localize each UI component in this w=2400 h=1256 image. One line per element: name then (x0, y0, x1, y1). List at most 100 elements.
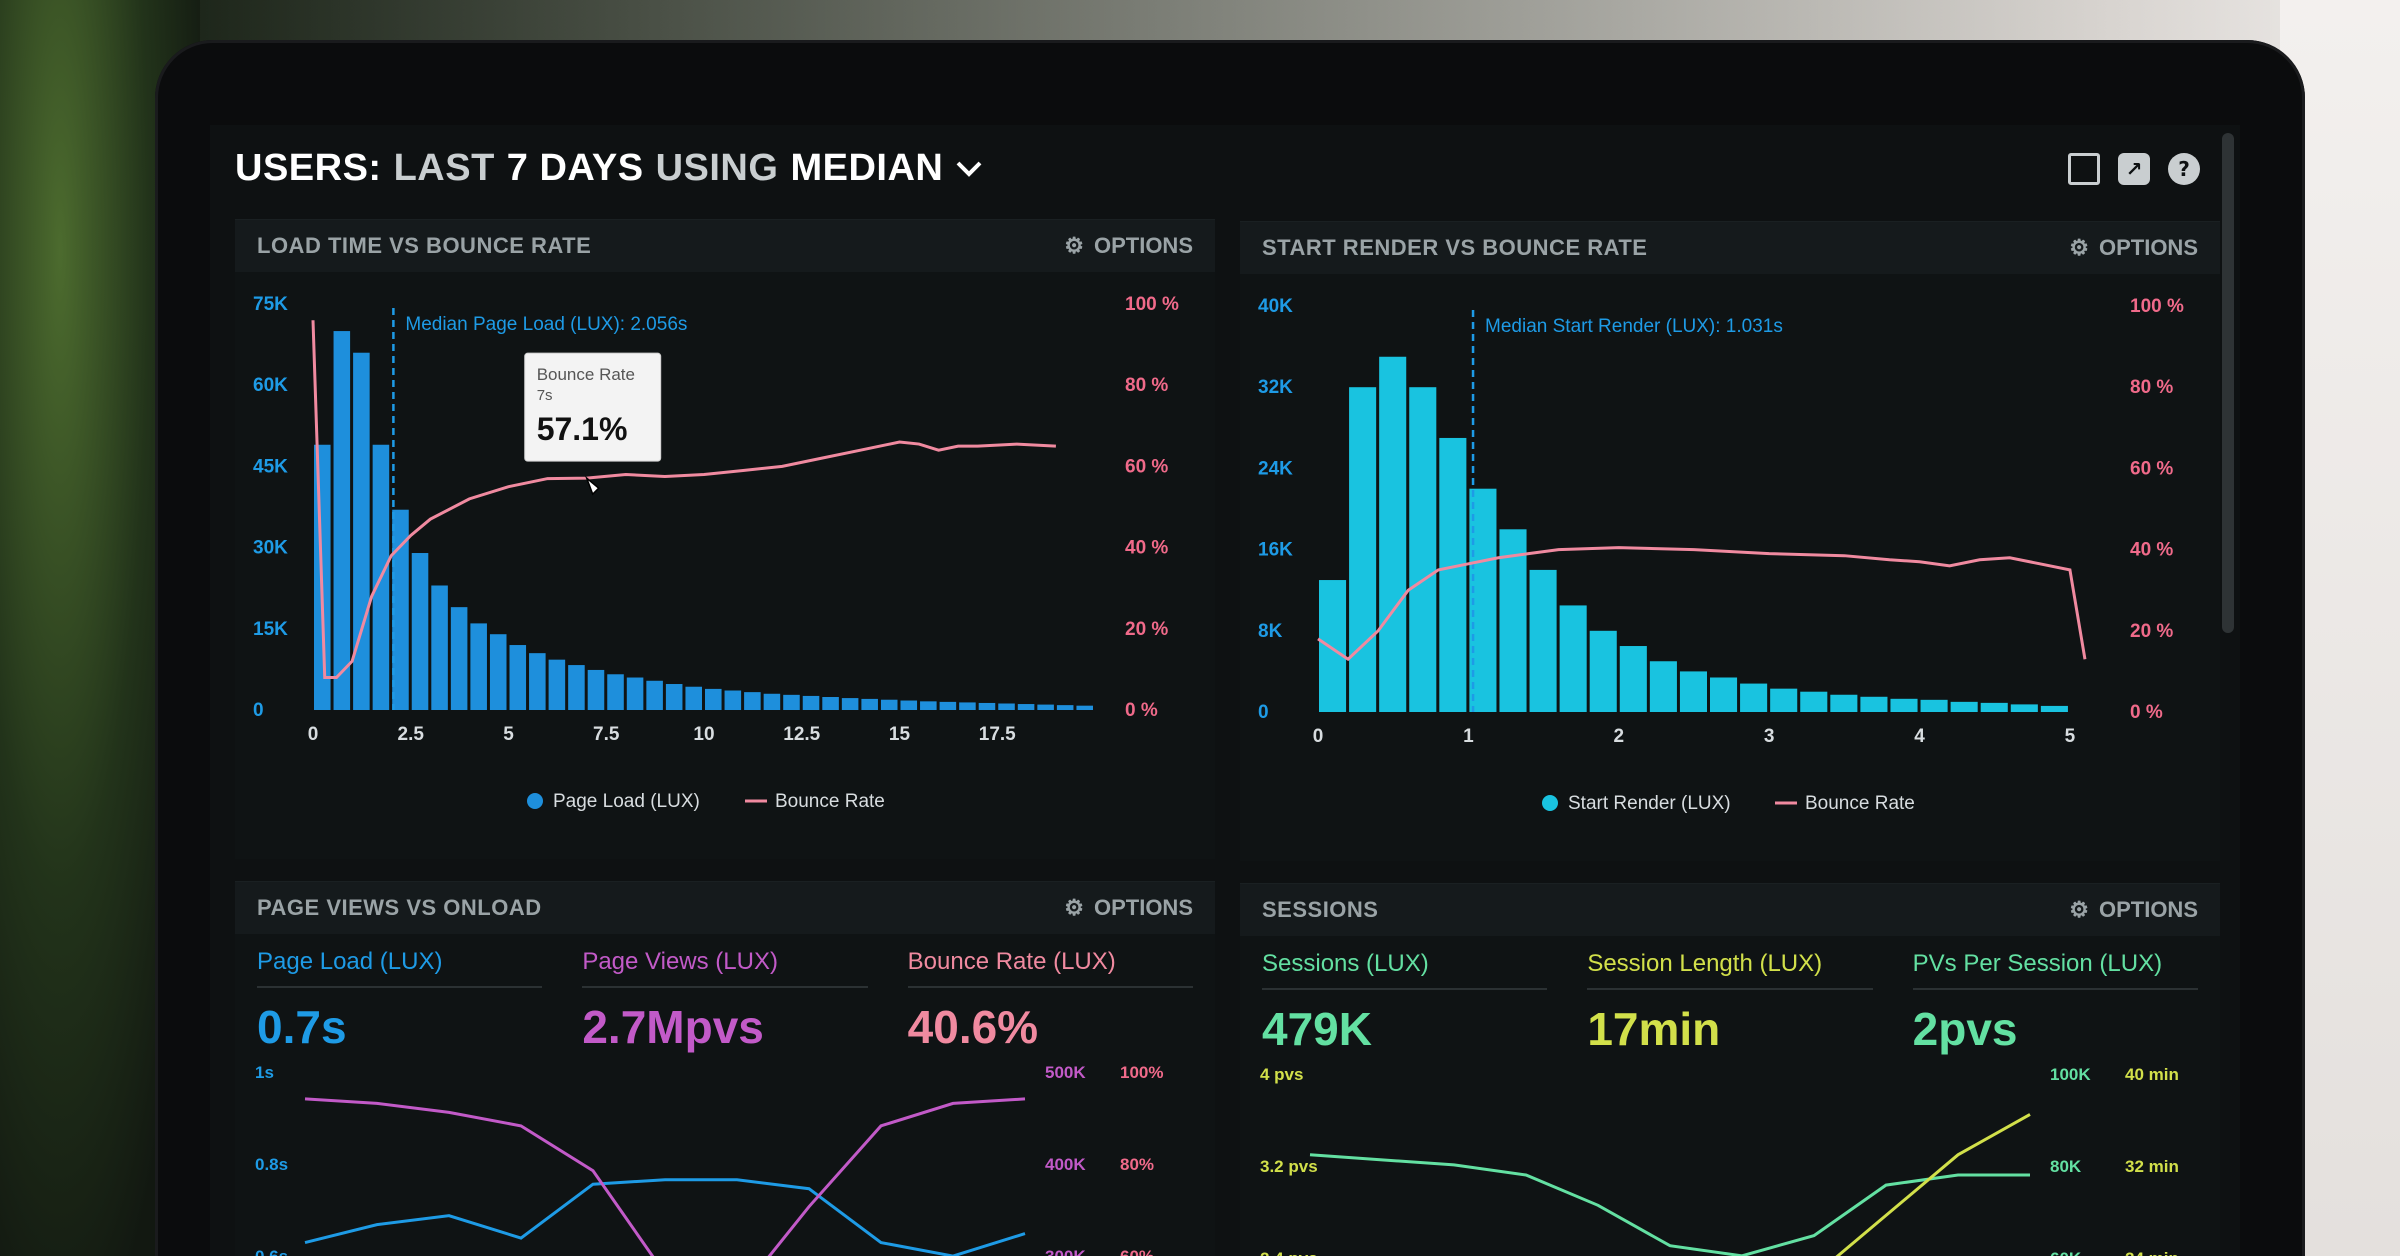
top-icons: ↗ ? (2068, 153, 2200, 185)
series-line (1309, 1153, 2030, 1256)
y-tick-label: 24K (1258, 458, 1293, 479)
histogram-bar (1830, 694, 1858, 712)
histogram-bar (685, 686, 702, 710)
histogram-bar (548, 659, 566, 710)
histogram-bar (431, 585, 448, 710)
metric-label: PVs Per Session (LUX) (1912, 950, 2198, 990)
monitor-icon[interactable] (2068, 153, 2100, 185)
metric-label: Bounce Rate (LUX) (907, 948, 1193, 988)
metric-page-load[interactable]: Page Load (LUX) 0.7s (257, 948, 543, 1054)
x-tick-label: 0 (1313, 726, 1324, 747)
metric-row: Page Load (LUX) 0.7s Page Views (LUX) 2.… (235, 934, 1215, 1054)
title-median: MEDIAN (790, 147, 944, 189)
y-tick-label: 4 pvs (1260, 1065, 1303, 1084)
x-tick-label: 1 (1463, 726, 1474, 747)
histogram-bar (1349, 387, 1377, 712)
histogram-bar (1439, 437, 1467, 712)
y2-tick-label: 100 % (2130, 296, 2184, 317)
y2-tick-label: 400K (1045, 1155, 1086, 1174)
y2-tick-label: 60 % (2130, 458, 2173, 479)
y2-tick-label: 300K (1045, 1247, 1086, 1256)
cursor-icon (585, 475, 600, 496)
histogram-bar (392, 509, 409, 710)
y2-tick-label: 0 % (2130, 702, 2163, 723)
gear-icon: ⚙ (1064, 895, 1084, 920)
x-tick-label: 0 (308, 724, 319, 745)
histogram-bar (489, 634, 507, 710)
y-tick-label: 15K (253, 619, 288, 640)
metric-pvs-per-session[interactable]: PVs Per Session (LUX) 2pvs (1912, 950, 2198, 1056)
tooltip-sub: 7s (537, 387, 553, 404)
panel-sessions: SESSIONS ⚙ OPTIONS Sessions (LUX) 479K S… (1240, 883, 2220, 1256)
options-button[interactable]: ⚙ OPTIONS (1064, 895, 1193, 921)
y2-tick-label: 20 % (2130, 621, 2173, 642)
chart-page-views: 1s 0.8s 0.6s 500K 400K 300K 100% 80% 60% (255, 1063, 1163, 1256)
x-tick-label: 3 (1764, 726, 1775, 747)
metric-value: 0.7s (257, 1001, 347, 1053)
panel-header: SESSIONS ⚙ OPTIONS (1240, 884, 2220, 936)
tooltip-box (524, 352, 662, 462)
metric-sessions[interactable]: Sessions (LUX) 479K (1262, 950, 1548, 1056)
histogram-bar (626, 677, 644, 710)
histogram-bar (939, 701, 957, 710)
options-button[interactable]: ⚙ OPTIONS (2069, 897, 2198, 923)
histogram-bar (1619, 646, 1647, 712)
histogram-bar (607, 674, 624, 710)
histogram-bar (763, 693, 781, 710)
histogram-bar (705, 688, 722, 710)
y-tick-label: 8K (1258, 621, 1283, 642)
metric-value: 40.6% (907, 1001, 1039, 1053)
histogram-bar (900, 700, 918, 710)
y-tick-label: 60K (253, 375, 288, 396)
panel-page-views: PAGE VIEWS VS ONLOAD ⚙ OPTIONS Page Load… (235, 881, 1215, 1256)
legend-swatch-bars (527, 793, 543, 809)
panel-header: LOAD TIME VS BOUNCE RATE ⚙ OPTIONS (235, 220, 1215, 272)
y-tick-label: 0.8s (255, 1155, 288, 1174)
metric-bounce-rate[interactable]: Bounce Rate (LUX) 40.6% (907, 948, 1193, 1054)
histogram-bar (861, 698, 878, 710)
y-tick-label: 16K (1258, 540, 1293, 561)
metric-session-length[interactable]: Session Length (LUX) 17min (1587, 950, 1873, 1056)
histogram-bar (1860, 696, 1888, 712)
histogram-bar (1740, 683, 1768, 712)
top-bar: USERS: LAST 7 DAYS USING MEDIAN ↗ ? (235, 147, 2200, 207)
tooltip-value: 57.1% (537, 411, 628, 447)
options-label: OPTIONS (1093, 233, 1193, 258)
histogram-bar (1770, 688, 1798, 712)
histogram-bar (959, 702, 976, 710)
y2-tick-label: 60 % (1125, 456, 1168, 477)
y-tick-label: 0.6s (255, 1247, 288, 1256)
metric-label: Sessions (LUX) (1262, 950, 1548, 990)
options-button[interactable]: ⚙ OPTIONS (1064, 233, 1193, 259)
y2-tick-label: 100K (2050, 1065, 2091, 1084)
histogram-bar (920, 701, 937, 710)
page-title[interactable]: USERS: LAST 7 DAYS USING MEDIAN (235, 147, 2200, 190)
options-label: OPTIONS (2098, 235, 2198, 260)
histogram-bar (353, 352, 370, 710)
title-last: LAST (393, 147, 495, 189)
y3-tick-label: 100% (1120, 1063, 1163, 1082)
chevron-down-icon[interactable] (955, 160, 983, 178)
title-users: USERS: (235, 147, 382, 189)
help-icon[interactable]: ? (2168, 153, 2200, 185)
x-tick-label: 12.5 (783, 724, 820, 745)
series-line (304, 1097, 1026, 1256)
histogram-bar (1017, 704, 1035, 710)
metric-value: 2pvs (1912, 1003, 2018, 1055)
x-tick-label: 10 (693, 724, 714, 745)
median-label: Median Page Load (LUX): 2.056s (405, 314, 687, 335)
panel-start-render: START RENDER VS BOUNCE RATE ⚙ OPTIONS 0 8… (1240, 221, 2220, 861)
histogram-bar (568, 665, 585, 710)
panel-title: START RENDER VS BOUNCE RATE (1262, 235, 1648, 260)
panel-header: PAGE VIEWS VS ONLOAD ⚙ OPTIONS (235, 882, 1215, 934)
histogram-bar (1679, 671, 1707, 712)
histogram-bar (1800, 691, 1828, 712)
options-button[interactable]: ⚙ OPTIONS (2069, 235, 2198, 261)
scrollbar[interactable] (2222, 133, 2234, 633)
metric-page-views[interactable]: Page Views (LUX) 2.7Mpvs (582, 948, 868, 1054)
median-label: Median Start Render (LUX): 1.031s (1485, 316, 1783, 337)
panel-title: LOAD TIME VS BOUNCE RATE (257, 233, 592, 258)
share-icon[interactable]: ↗ (2118, 153, 2150, 185)
histogram-bar (1056, 705, 1074, 710)
histogram-bar (1076, 705, 1093, 710)
